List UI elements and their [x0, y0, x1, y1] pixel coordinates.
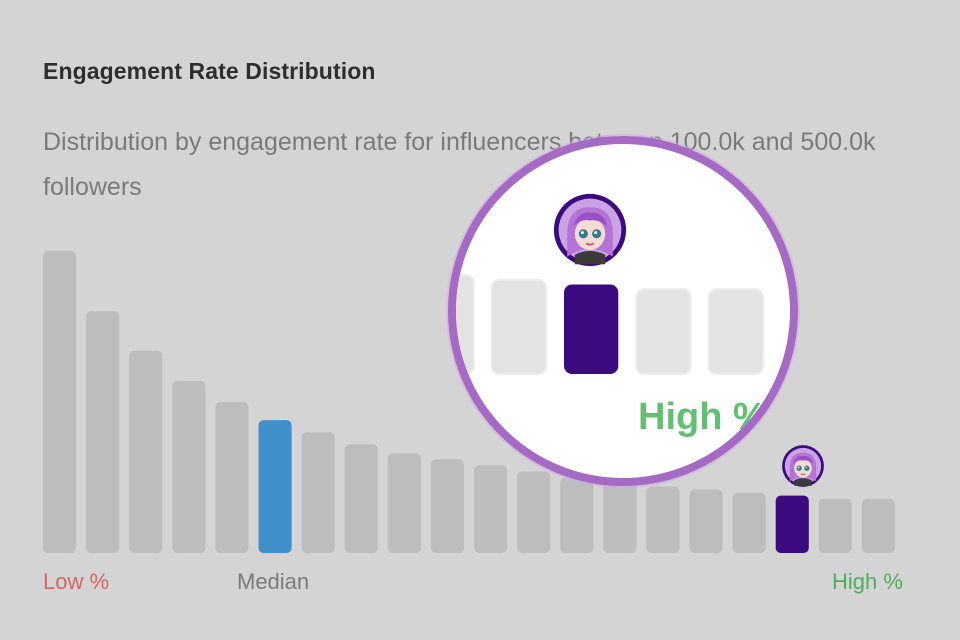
bar[interactable] — [387, 453, 421, 553]
magnifier-lens: High % — [448, 136, 798, 486]
bar[interactable] — [215, 402, 249, 553]
bar[interactable] — [861, 498, 895, 553]
chart-title: Engagement Rate Distribution — [43, 58, 376, 84]
bar[interactable] — [560, 477, 594, 554]
bar[interactable] — [818, 498, 852, 553]
bar[interactable] — [732, 492, 766, 553]
bar[interactable] — [301, 432, 335, 553]
bar[interactable] — [129, 350, 163, 553]
bar[interactable] — [689, 489, 723, 553]
bar[interactable] — [430, 459, 464, 553]
magnified-bar — [456, 274, 475, 375]
bar[interactable] — [43, 251, 77, 553]
chart-subtitle: Distribution by engagement rate for infl… — [43, 128, 876, 201]
magnified-bar — [635, 288, 692, 375]
magnified-highlight-bar — [564, 284, 619, 374]
bar[interactable] — [344, 444, 378, 553]
low-label: Low % — [43, 569, 110, 594]
bar[interactable] — [474, 465, 508, 553]
bar[interactable] — [646, 486, 680, 553]
influencer-avatar-icon[interactable] — [781, 444, 825, 488]
magnified-bars — [456, 274, 764, 375]
highlight-bar[interactable] — [775, 495, 809, 553]
magnified-high-label: High % — [638, 396, 767, 438]
bar[interactable] — [517, 471, 551, 553]
bar[interactable] — [603, 480, 637, 553]
bar[interactable] — [172, 380, 206, 553]
magnified-bar — [707, 288, 764, 375]
magnified-bar — [490, 278, 547, 375]
median-bar[interactable] — [258, 420, 292, 553]
median-label: Median — [237, 569, 310, 594]
high-label: High % — [832, 569, 903, 594]
influencer-avatar-icon — [552, 192, 628, 268]
bar[interactable] — [86, 311, 120, 553]
